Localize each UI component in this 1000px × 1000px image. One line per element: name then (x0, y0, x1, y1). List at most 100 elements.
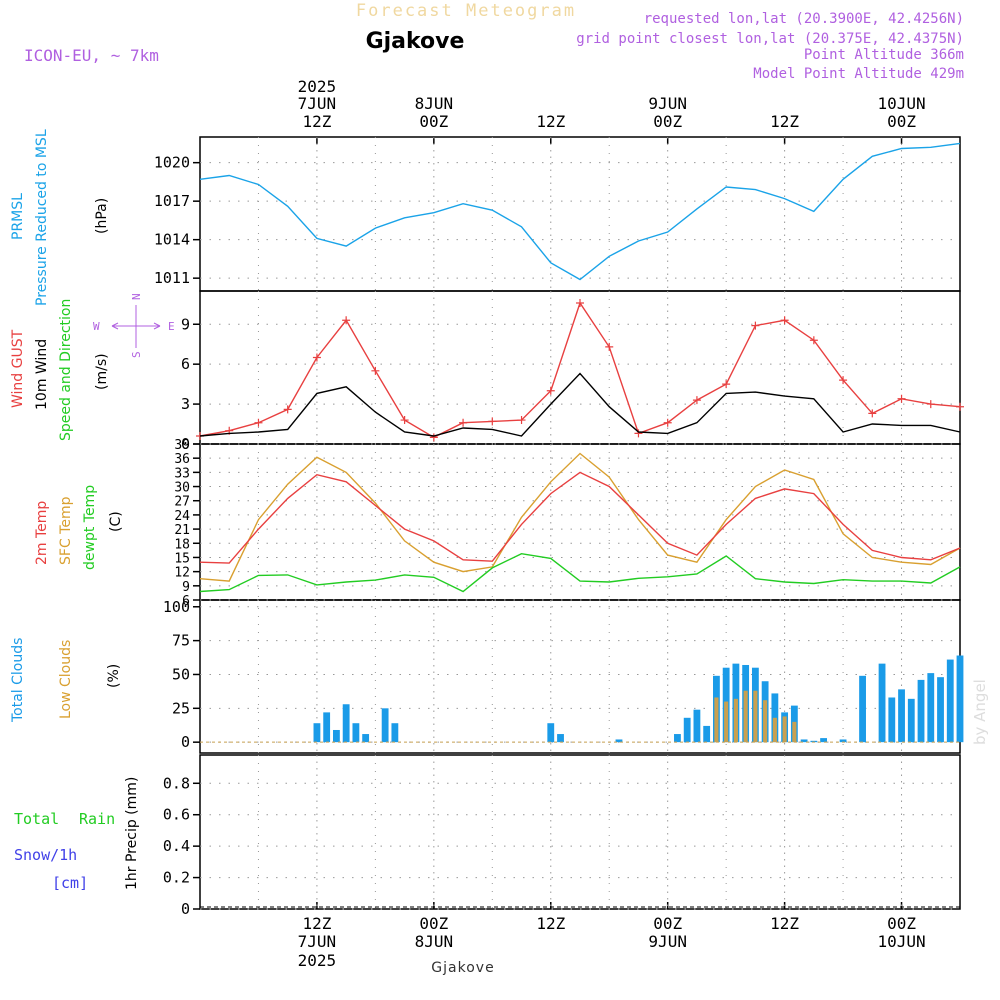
gust-point (722, 380, 731, 389)
gust-point (868, 409, 877, 418)
total-cloud-bar (362, 734, 370, 743)
data-series (196, 142, 964, 908)
gust-point (839, 376, 848, 385)
gust-point (400, 416, 409, 425)
bottom-time-label: 12Z (770, 914, 799, 933)
total-cloud-bar (927, 673, 935, 743)
gust-point (517, 416, 526, 425)
compass-rose: N S W E (93, 293, 175, 358)
total-cloud-bar (800, 739, 808, 743)
total-cloud-bar (946, 659, 954, 743)
rain-label: Rain (79, 810, 115, 828)
pressure-label: PRMSL (10, 193, 26, 240)
y-tick-label: 18 (174, 537, 190, 552)
top-time-label: 00Z (653, 112, 682, 131)
bottom-time-label: 00Z (419, 914, 448, 933)
bottom-time-label: 00Z (887, 914, 916, 933)
gust-point (283, 405, 292, 414)
wind-line (199, 372, 961, 437)
compass-w: W (93, 320, 100, 333)
gust-label: Wind GUST (10, 329, 26, 408)
top-time-label: 12Z (302, 112, 331, 131)
wind-dir-label: Speed and Direction (58, 299, 74, 441)
y-tick-label: 9 (181, 315, 190, 333)
bottom-time-label: 10JUN (877, 932, 925, 951)
footer-location: Gjakove (431, 960, 494, 976)
total-cloud-bar (391, 723, 399, 743)
low-cloud-bar (792, 721, 797, 743)
y-tick-label: 0.6 (163, 806, 190, 824)
total-cloud-bar (888, 697, 896, 743)
y-tick-labels: 1011101410171020036969121518212427303336… (154, 154, 190, 918)
low-cloud-bar (772, 717, 777, 743)
gust-point (254, 418, 263, 427)
snow-label: Snow/1h (14, 846, 77, 864)
bottom-time-label: 12Z (302, 914, 331, 933)
total-cloud-bar (615, 739, 623, 743)
total-cloud-bar (810, 740, 818, 743)
gridpoint-coords: grid point closest lon,lat (20.375E, 42.… (576, 31, 964, 47)
t2m-line (199, 471, 961, 564)
top-time-label: 12Z (770, 112, 799, 131)
total-cloud-bar (820, 738, 827, 743)
low-cloud-bar (753, 690, 758, 743)
low-cloud-label: Low Clouds (58, 640, 74, 719)
wind-label: 10m Wind (34, 339, 50, 410)
bottom-time-label: 2025 (298, 951, 337, 970)
top-time-label: 9JUN (648, 94, 687, 113)
top-time-label: 00Z (887, 112, 916, 131)
y-tick-label: 50 (172, 665, 190, 683)
total-cloud-bar (937, 677, 944, 743)
total-cloud-bar (898, 689, 905, 743)
low-cloud-bar (782, 716, 787, 743)
dewpoint-line (199, 552, 961, 593)
gust-point (692, 396, 701, 405)
y-tick-label: 12 (174, 566, 190, 581)
y-tick-label: 0.4 (163, 837, 190, 855)
gust-point (371, 366, 380, 375)
sfc-temp-line (199, 452, 961, 582)
y-tick-label: 1017 (154, 192, 190, 210)
y-tick-label: 27 (174, 495, 190, 510)
y-tick-label: 3 (181, 395, 190, 413)
top-time-label: 12Z (536, 112, 565, 131)
total-cloud-bar (323, 712, 331, 743)
total-cloud-bar (683, 717, 691, 743)
gust-point (459, 418, 468, 427)
temp-unit: (C) (108, 511, 124, 532)
total-cloud-bar (547, 723, 555, 743)
total-cloud-bar (674, 734, 681, 743)
y-tick-label: 75 (172, 632, 190, 650)
y-tick-label: 33 (174, 466, 190, 481)
watermark: by Angel (971, 679, 989, 745)
y-tick-label: 39 (174, 438, 190, 453)
grid-lines (193, 137, 960, 910)
y-tick-label: 6 (182, 594, 190, 609)
gust-point (663, 418, 672, 427)
pressure-label-long: Pressure Reduced to MSL (34, 129, 50, 306)
wind-panel (199, 290, 961, 445)
pressure-unit: (hPa) (94, 198, 110, 234)
bottom-time-label: 00Z (653, 914, 682, 933)
y-tick-label: 15 (174, 551, 190, 566)
dew-label: dewpt Temp (82, 485, 98, 570)
top-time-label: 10JUN (877, 94, 925, 113)
gust-point (429, 433, 438, 442)
gust-point (576, 298, 584, 307)
total-cloud-bar (859, 675, 866, 743)
temp-panel (199, 443, 961, 601)
pressure-line (199, 142, 961, 281)
low-cloud-bar (733, 698, 738, 743)
total-cloud-bar (381, 708, 389, 743)
y-tick-label: 100 (163, 598, 190, 616)
top-time-label: 00Z (419, 112, 448, 131)
top-time-label: 7JUN (298, 94, 337, 113)
total-cloud-bar (956, 655, 964, 743)
total-cloud-bar (917, 679, 925, 743)
gust-line (199, 301, 961, 439)
wind-unit: (m/s) (94, 353, 110, 390)
y-tick-label: 1014 (154, 231, 190, 249)
gust-point (926, 400, 935, 409)
